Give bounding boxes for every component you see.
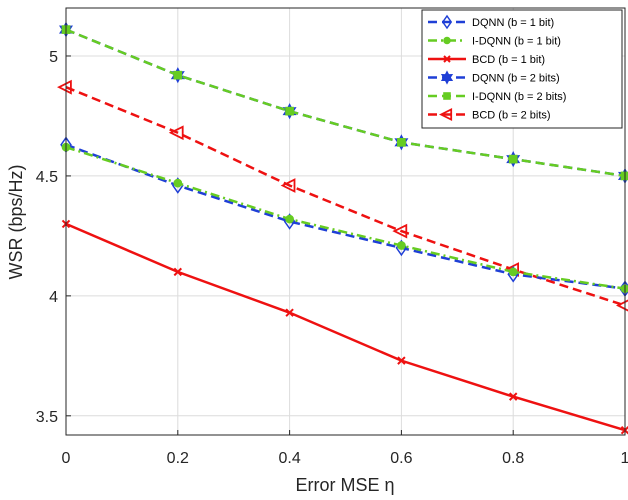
legend-entry-5: I-DQNN (b = 2 bits) xyxy=(428,91,566,103)
legend-entry-4: DQNN (b = 2 bits) xyxy=(428,70,560,85)
series-2 xyxy=(61,142,628,294)
series-2-point-3 xyxy=(397,241,406,250)
x-tick-label-0: 0 xyxy=(62,450,71,467)
x-tick-label-4: 0.8 xyxy=(502,450,524,467)
legend: DQNN (b = 1 bit) I-DQNN (b = 1 bit) BCD (b… xyxy=(421,9,623,129)
y-tick-label-0: 3.5 xyxy=(36,409,58,426)
series-5-point-3 xyxy=(397,137,406,147)
x-tick-label-1: 0.2 xyxy=(167,450,189,467)
legend-marker-4 xyxy=(440,70,454,85)
series-2-point-2 xyxy=(285,214,294,224)
legend-marker-2 xyxy=(443,36,451,45)
legend-label-2: I-DQNN (b = 1 bit) xyxy=(472,36,561,48)
legend-entry-1: DQNN (b = 1 bit) xyxy=(428,14,554,30)
legend-marker-3 xyxy=(443,55,451,63)
legend-marker-1 xyxy=(441,14,453,30)
series-3-point-1 xyxy=(173,267,183,277)
series-5-line xyxy=(65,28,626,178)
series-5-point-1 xyxy=(173,70,183,80)
y-axis: 3.5 4 4.5 5 xyxy=(36,49,71,426)
y-tick-label-2: 4.5 xyxy=(36,169,58,186)
series-1-line xyxy=(65,143,626,290)
x-tick-label-3: 0.6 xyxy=(390,450,412,467)
legend-label-5: I-DQNN (b = 2 bits) xyxy=(472,91,566,103)
x-axis-label: Error MSE η xyxy=(295,475,394,495)
legend-box xyxy=(421,9,623,129)
legend-label-1: DQNN (b = 1 bit) xyxy=(472,17,554,29)
series-6-point-0 xyxy=(56,79,72,95)
x-tick-label-2: 0.4 xyxy=(278,450,300,467)
series-3-line xyxy=(65,222,626,432)
series-2-point-4 xyxy=(508,267,518,277)
series-2-point-1 xyxy=(173,178,183,188)
series-6-point-5 xyxy=(615,299,628,312)
legend-entry-6: BCD (b = 2 bits) xyxy=(428,107,551,122)
legend-entry-2: I-DQNN (b = 1 bit) xyxy=(428,36,561,48)
x-axis: 0 0.2 0.4 0.6 0.8 1 xyxy=(62,430,628,467)
series-2-line xyxy=(65,145,626,290)
y-tick-label-1: 4 xyxy=(49,289,58,306)
legend-marker-6 xyxy=(438,107,453,122)
series-6-line xyxy=(65,86,626,307)
series-3-point-2 xyxy=(285,308,294,317)
y-axis-label: WSR (bps/Hz) xyxy=(6,164,26,279)
series-6-point-1 xyxy=(168,125,184,141)
x-tick-label-5: 1 xyxy=(621,450,628,467)
series-5-point-2 xyxy=(285,106,294,116)
legend-label-6: BCD (b = 2 bits) xyxy=(472,110,551,122)
series-5-point-4 xyxy=(508,154,518,164)
legend-label-4: DQNN (b = 2 bits) xyxy=(472,73,560,85)
legend-marker-5 xyxy=(443,92,451,100)
series-3-point-3 xyxy=(397,356,406,365)
y-tick-label-3: 5 xyxy=(49,49,58,66)
legend-label-3: BCD (b = 1 bit) xyxy=(472,54,545,66)
series-6-point-3 xyxy=(392,223,408,239)
series-3-point-4 xyxy=(508,392,518,401)
legend-entry-3: BCD (b = 1 bit) xyxy=(428,54,545,66)
series-6-point-2 xyxy=(280,178,296,193)
plot-area-frame xyxy=(65,7,626,436)
